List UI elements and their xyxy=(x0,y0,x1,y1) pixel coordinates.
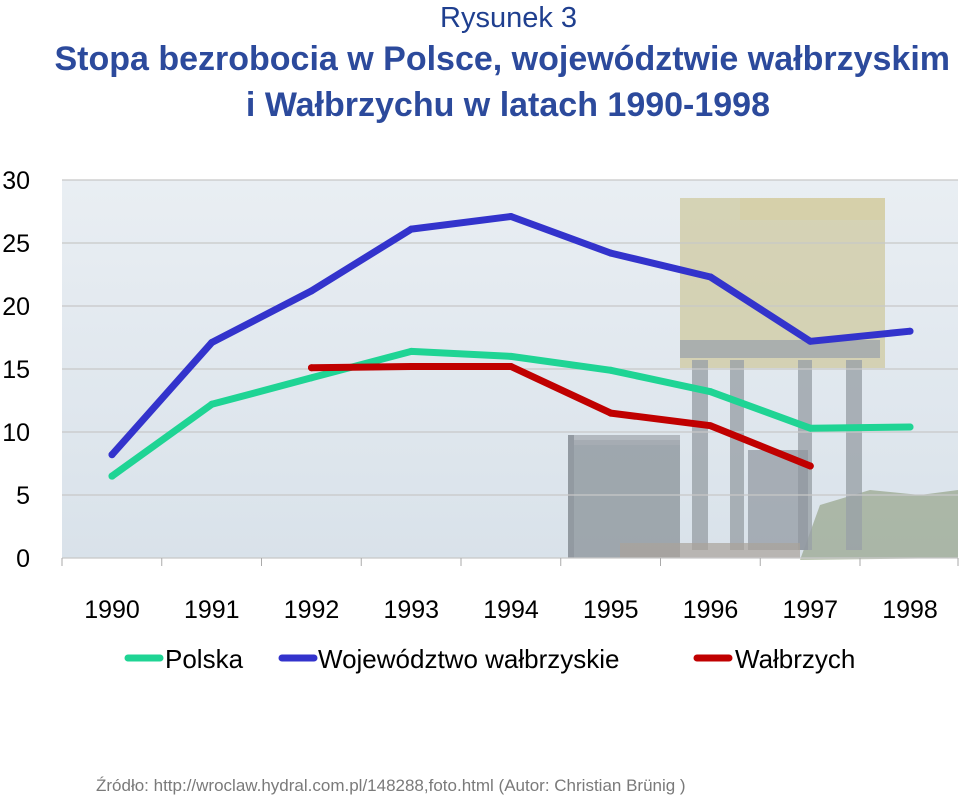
data-point xyxy=(308,287,315,295)
data-point xyxy=(707,422,714,430)
tower-platform xyxy=(680,340,880,358)
gas-tank xyxy=(574,440,680,558)
data-point xyxy=(707,273,714,281)
data-point xyxy=(607,366,615,374)
data-point xyxy=(208,339,216,347)
data-point xyxy=(906,423,914,431)
x-tick-label: 1996 xyxy=(683,596,739,624)
data-point xyxy=(806,337,814,345)
figure-label: Rysunek 3 xyxy=(440,2,578,34)
data-point xyxy=(407,347,415,355)
y-tick-label: 20 xyxy=(2,293,30,321)
data-point xyxy=(806,462,814,470)
data-point xyxy=(607,249,615,257)
x-axis: 1990 1991 1992 1993 1994 1995 1996 1997 1998 xyxy=(61,558,959,624)
y-tick-label: 15 xyxy=(2,356,30,384)
y-tick-label: 10 xyxy=(2,419,30,447)
data-point xyxy=(308,374,315,382)
legend: Polska Województwo wałbrzyskie Wałbrzych xyxy=(124,644,855,674)
y-axis: 0 5 10 15 20 25 30 xyxy=(2,167,30,573)
data-point xyxy=(507,352,515,360)
data-point xyxy=(308,364,315,372)
data-point xyxy=(108,472,116,480)
data-point xyxy=(407,225,415,233)
data-point xyxy=(607,409,615,417)
x-tick-label: 1993 xyxy=(383,596,439,624)
x-tick-label: 1992 xyxy=(284,596,340,624)
x-tick-label: 1997 xyxy=(782,596,838,624)
data-point xyxy=(507,362,515,370)
chart-title-line2: i Wałbrzychu w latach 1990-1998 xyxy=(245,86,770,124)
x-tick-label: 1994 xyxy=(483,596,539,624)
data-point xyxy=(507,213,515,221)
data-point xyxy=(208,400,216,408)
data-point xyxy=(906,327,914,335)
data-point xyxy=(806,424,814,432)
y-tick-label: 5 xyxy=(16,482,30,510)
grid xyxy=(62,179,958,559)
tower-top xyxy=(740,198,885,220)
background-photo xyxy=(62,180,958,560)
legend-label: Wałbrzych xyxy=(735,644,855,674)
data-point xyxy=(707,388,714,396)
series-lines xyxy=(108,213,914,480)
y-tick-label: 30 xyxy=(2,167,30,195)
x-tick-label: 1998 xyxy=(882,596,938,624)
x-tick-label: 1995 xyxy=(583,596,639,624)
data-point xyxy=(407,362,415,370)
legend-label: Polska xyxy=(165,644,244,674)
x-tick-label: 1990 xyxy=(84,596,140,624)
series-line-2 xyxy=(308,363,814,470)
chart-title-line1: Stopa bezrobocia w Polsce, województwie … xyxy=(54,40,950,78)
source-note: Źródło: http://wroclaw.hydral.com.pl/148… xyxy=(96,776,686,795)
data-point xyxy=(108,451,116,459)
legend-label: Województwo wałbrzyskie xyxy=(318,644,620,674)
y-tick-label: 0 xyxy=(16,545,30,573)
y-tick-label: 25 xyxy=(2,230,30,258)
x-tick-label: 1991 xyxy=(184,596,240,624)
